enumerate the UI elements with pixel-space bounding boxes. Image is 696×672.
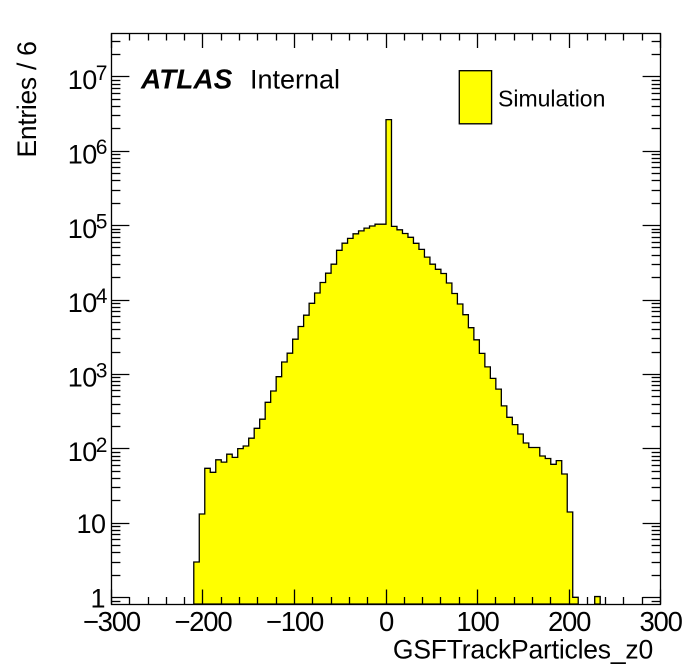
svg-text:0: 0 (379, 606, 394, 637)
svg-text:10: 10 (68, 214, 97, 244)
svg-text:5: 5 (96, 211, 108, 234)
svg-text:4: 4 (96, 285, 108, 308)
svg-text:1: 1 (90, 583, 105, 613)
svg-text:10: 10 (68, 139, 97, 169)
svg-text:10: 10 (68, 65, 97, 95)
svg-text:Simulation: Simulation (498, 86, 605, 112)
svg-text:10: 10 (76, 509, 105, 539)
svg-text:7: 7 (96, 62, 108, 85)
svg-text:2: 2 (96, 434, 108, 457)
svg-text:Entries / 6: Entries / 6 (12, 41, 42, 157)
svg-text:200: 200 (548, 606, 591, 637)
svg-text:GSFTrackParticles_z0: GSFTrackParticles_z0 (393, 635, 653, 665)
svg-text:100: 100 (456, 606, 499, 637)
svg-text:300: 300 (639, 606, 682, 637)
svg-text:10: 10 (68, 437, 97, 467)
svg-text:6: 6 (96, 136, 108, 159)
svg-text:10: 10 (68, 363, 97, 393)
svg-text:10: 10 (68, 288, 97, 318)
svg-text:−200: −200 (174, 606, 232, 637)
svg-text:3: 3 (96, 359, 108, 382)
svg-text:ATLAS: ATLAS (140, 64, 233, 95)
svg-text:−300: −300 (83, 606, 141, 637)
svg-text:Internal: Internal (250, 64, 340, 94)
svg-text:−100: −100 (266, 606, 324, 637)
